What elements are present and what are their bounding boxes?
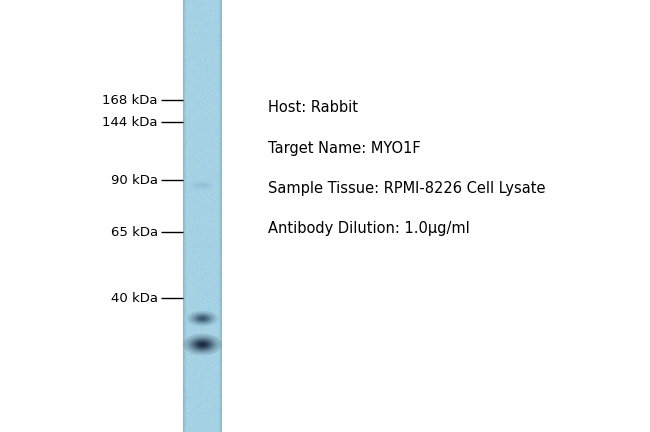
Text: 144 kDa: 144 kDa bbox=[103, 115, 158, 128]
Text: Target Name: MYO1F: Target Name: MYO1F bbox=[268, 140, 421, 156]
Text: Host: Rabbit: Host: Rabbit bbox=[268, 101, 358, 115]
Text: Antibody Dilution: 1.0μg/ml: Antibody Dilution: 1.0μg/ml bbox=[268, 220, 470, 235]
Text: 90 kDa: 90 kDa bbox=[111, 174, 158, 187]
Text: Sample Tissue: RPMI-8226 Cell Lysate: Sample Tissue: RPMI-8226 Cell Lysate bbox=[268, 181, 545, 196]
Text: 168 kDa: 168 kDa bbox=[103, 93, 158, 107]
Text: 40 kDa: 40 kDa bbox=[111, 292, 158, 305]
Text: 65 kDa: 65 kDa bbox=[111, 226, 158, 238]
